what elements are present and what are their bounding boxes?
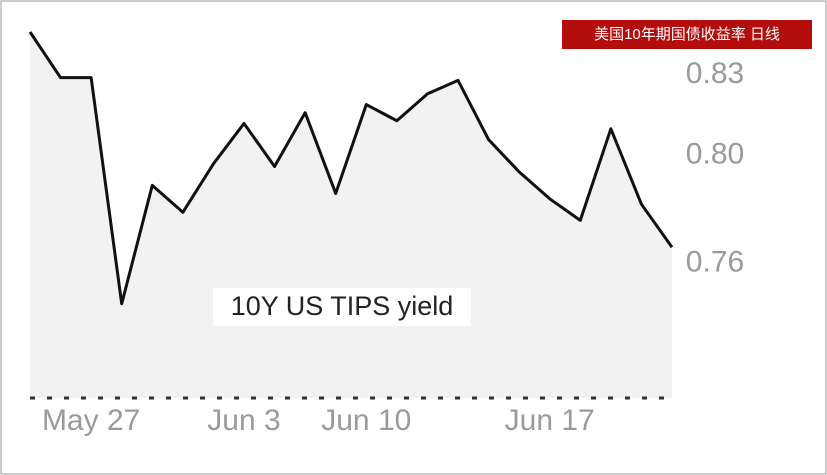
y-tick-label: 0.76 [686, 245, 744, 278]
line [28, 31, 674, 306]
annotation: 10Y US TIPS yield [231, 291, 454, 321]
x-tick-label: May 27 [42, 404, 140, 437]
annotation-box [213, 288, 471, 326]
plot: 0.76 0.80 0.83 May 27 Jun 3 Jun 10 Jun 17 [28, 31, 744, 437]
x-tick-label: Jun 17 [505, 404, 595, 437]
area [30, 31, 672, 398]
badge: 美国10年期国债收益率 日线 [594, 26, 780, 43]
x-tick-label: Jun 3 [207, 404, 280, 437]
x-tick-label: Jun 10 [321, 404, 411, 437]
y-tick-label: 0.83 [686, 57, 744, 90]
badge-box [562, 20, 812, 49]
y-tick-label: 0.80 [686, 138, 744, 171]
